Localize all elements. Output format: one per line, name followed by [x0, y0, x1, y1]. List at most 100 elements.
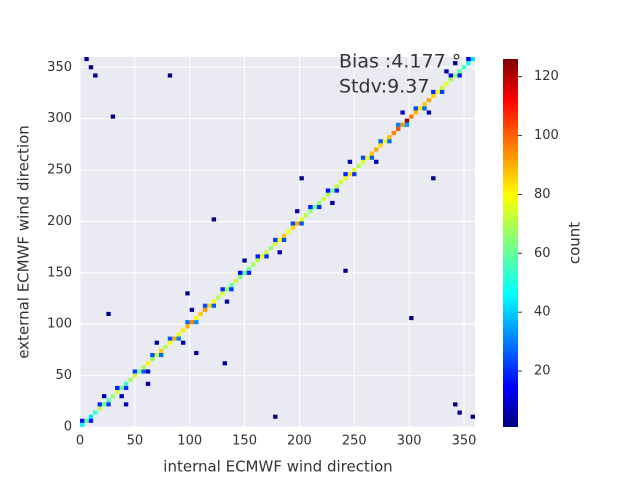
hist-cell	[273, 242, 278, 247]
hist-cell	[426, 110, 432, 115]
hist-cell	[84, 418, 89, 423]
hist-cell	[374, 159, 379, 164]
hist-cell	[202, 307, 208, 312]
hist-cell	[159, 348, 164, 353]
y-tick-label: 0	[64, 420, 72, 435]
hist-cell	[259, 254, 265, 259]
stdv-annotation: Stdv:9.37	[339, 76, 429, 98]
hist-cell	[198, 311, 203, 316]
y-tick-label: 300	[47, 111, 72, 126]
hist-cell	[387, 135, 392, 140]
hist-cell	[273, 237, 278, 242]
hist-cell	[330, 188, 335, 193]
hist-cell	[356, 163, 361, 168]
hist-cell	[233, 279, 238, 284]
hist-cell	[281, 237, 287, 242]
hist-cell	[229, 283, 234, 288]
hist-cell	[369, 151, 375, 156]
hist-cell	[159, 353, 164, 358]
colorbar	[503, 59, 518, 427]
hist-cell	[194, 350, 199, 356]
hist-cell	[387, 139, 392, 144]
hist-cell	[343, 172, 348, 177]
hist-cell	[470, 57, 475, 62]
hist-cell	[295, 209, 300, 214]
hist-cell	[312, 205, 317, 210]
hist-cell	[338, 180, 344, 185]
hist-cell	[238, 270, 243, 275]
hist-cell	[360, 155, 366, 160]
hist-cell	[154, 353, 159, 358]
hist-cell	[461, 65, 467, 70]
hist-cell	[115, 390, 120, 395]
hist-cell	[308, 209, 313, 214]
hist-cell	[295, 221, 300, 226]
hist-cell	[106, 398, 111, 403]
hist-cell	[128, 377, 133, 382]
hist-cell	[360, 159, 366, 164]
hist-cell	[299, 221, 304, 226]
hist-cell	[277, 250, 282, 255]
hist-cell	[88, 414, 94, 419]
hist-cell	[453, 61, 458, 66]
hist-cell	[431, 94, 436, 99]
hist-cell	[154, 340, 159, 345]
hist-cell	[457, 69, 462, 74]
hist-cell	[110, 114, 116, 119]
hist-cell	[391, 131, 396, 136]
x-tick-label: 250	[342, 434, 367, 449]
colorbar-tick-label: 40	[534, 305, 551, 320]
hist-cell	[222, 361, 228, 366]
hist-cell	[176, 332, 181, 337]
hist-cell	[106, 402, 111, 407]
y-tick-label: 250	[47, 163, 72, 178]
hist-cell	[145, 381, 151, 386]
hist-cell	[444, 69, 449, 74]
hist-cell	[246, 266, 252, 271]
hist-cell	[211, 303, 217, 308]
hist-cell	[273, 414, 278, 419]
hist-cell	[400, 122, 405, 127]
hist-cell	[396, 126, 401, 131]
hist-cell	[369, 155, 375, 160]
hist-cell	[167, 340, 173, 345]
hist-cell	[180, 328, 186, 333]
hist-cell	[330, 200, 335, 205]
hist-cell	[444, 81, 449, 86]
hist-cell	[216, 295, 221, 300]
hist-cell	[97, 402, 102, 407]
hist-cell	[194, 316, 199, 321]
hist-cell	[264, 254, 269, 259]
colorbar-tick-label: 60	[534, 246, 551, 261]
hist-cell	[286, 229, 291, 234]
hist-cell	[185, 291, 190, 296]
hist-cell	[88, 65, 94, 70]
hist-cell	[110, 394, 116, 399]
colorbar-label: count	[566, 222, 584, 264]
hist-cell	[378, 139, 383, 144]
hist-cell	[211, 217, 217, 222]
hist-cell	[264, 250, 269, 255]
hist-cell	[207, 303, 212, 308]
hist-cell	[246, 270, 252, 275]
x-tick-label: 350	[452, 434, 477, 449]
hist-cell	[106, 311, 111, 316]
hist-cell	[409, 114, 414, 119]
hist-cell	[211, 299, 217, 304]
y-tick-label: 200	[47, 214, 72, 229]
hist-cell	[343, 176, 348, 181]
hist-cell	[422, 102, 427, 107]
hist-cell	[347, 172, 353, 177]
hist-cell	[457, 73, 462, 78]
hist-cell	[220, 291, 225, 296]
hist-cell	[435, 89, 440, 94]
hist-cell	[457, 410, 462, 415]
hist-cell	[281, 233, 287, 238]
y-tick-label: 150	[47, 265, 72, 280]
x-tick-label: 0	[76, 434, 84, 449]
hist-cell	[93, 73, 98, 78]
hist-cell	[229, 287, 234, 292]
hist-cell	[466, 57, 471, 62]
hist-cell	[172, 336, 177, 341]
hist-cell	[470, 414, 475, 419]
